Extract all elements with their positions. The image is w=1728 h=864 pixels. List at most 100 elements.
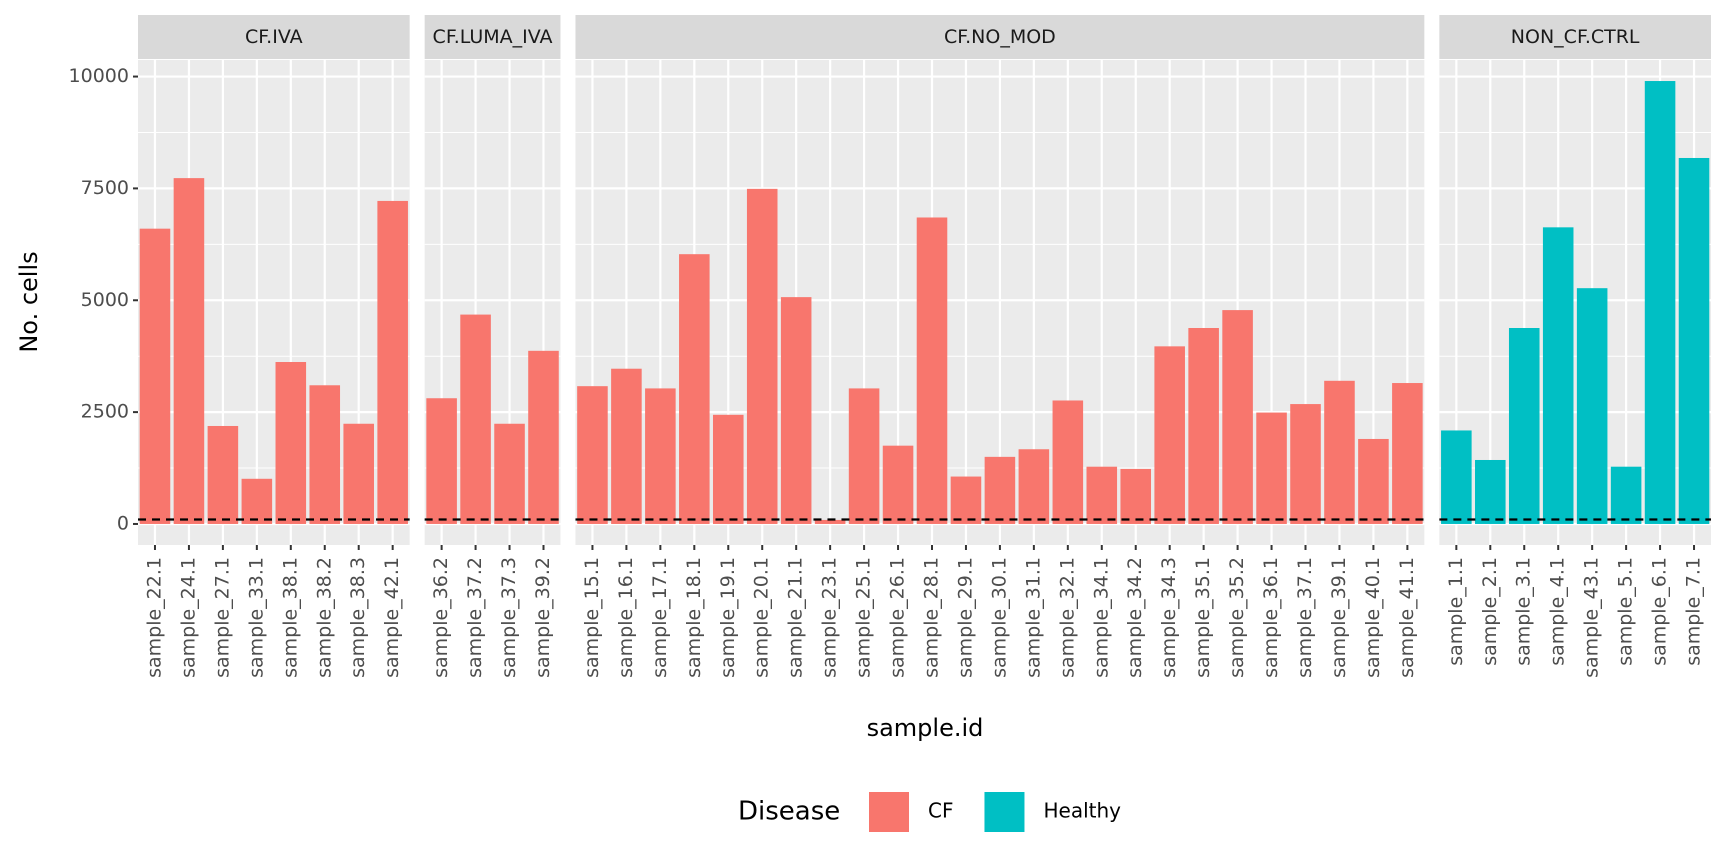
y-tick-label: 7500: [81, 177, 129, 199]
x-tick-label: sample_37.1: [1294, 557, 1316, 678]
bar: [1644, 81, 1676, 524]
x-tick-label: sample_43.1: [1581, 557, 1603, 678]
x-tick-label: sample_39.2: [532, 557, 554, 678]
strip-background: [575, 15, 1425, 59]
bar: [645, 388, 676, 524]
x-tick-label: sample_27.1: [211, 557, 233, 678]
bar: [275, 362, 307, 524]
x-tick-label: sample_28.1: [921, 557, 943, 678]
bar: [207, 425, 239, 524]
legend-title: Disease: [738, 797, 840, 827]
bar: [1576, 288, 1608, 524]
bar: [1441, 430, 1472, 524]
bar: [1678, 157, 1710, 524]
bar: [460, 314, 491, 524]
x-tick-label: sample_15.1: [581, 557, 603, 678]
bar: [712, 414, 744, 524]
x-tick-label: sample_17.1: [649, 557, 671, 678]
bar: [1120, 468, 1152, 524]
x-tick-label: sample_7.1: [1683, 557, 1705, 666]
legend-label: Healthy: [1043, 799, 1121, 823]
bar: [139, 228, 171, 524]
x-tick-label: sample_38.3: [347, 557, 369, 678]
x-tick-label: sample_2.1: [1479, 557, 1501, 666]
bar: [1256, 412, 1287, 524]
bar: [1086, 466, 1118, 524]
bar: [377, 200, 408, 524]
bar: [1052, 400, 1084, 524]
bar: [950, 476, 982, 524]
x-tick-label: sample_24.1: [177, 557, 199, 678]
x-tick-label: sample_31.1: [1022, 557, 1044, 678]
bar: [343, 423, 374, 524]
bar: [1358, 438, 1389, 524]
y-axis-title: No. cells: [15, 251, 43, 352]
bar: [1154, 346, 1185, 524]
bar: [1392, 383, 1423, 524]
x-tick-label: sample_36.2: [430, 557, 452, 678]
bar: [1508, 328, 1540, 524]
bar: [241, 478, 273, 524]
legend-key: [982, 790, 1027, 834]
x-tick-label: sample_18.1: [683, 557, 705, 678]
x-tick-label: sample_5.1: [1615, 557, 1637, 666]
bar: [984, 456, 1016, 524]
bar: [1475, 459, 1506, 524]
x-axis-title: sample.id: [867, 714, 984, 742]
x-tick-label: sample_29.1: [954, 557, 976, 678]
x-tick-label: sample_26.1: [887, 557, 909, 678]
x-tick-label: sample_1.1: [1445, 557, 1467, 666]
x-tick-label: sample_33.1: [245, 557, 267, 678]
bar: [882, 445, 914, 524]
bar: [1188, 328, 1219, 524]
x-tick-label: sample_34.1: [1090, 557, 1112, 678]
strip-background: [1439, 15, 1711, 59]
strip-background: [424, 15, 561, 59]
x-tick-label: sample_3.1: [1513, 557, 1535, 666]
x-tick-label: sample_36.1: [1260, 557, 1282, 678]
bar: [494, 423, 525, 524]
bar: [528, 350, 559, 524]
bar: [173, 178, 205, 524]
x-tick-label: sample_37.2: [464, 557, 486, 678]
x-tick-label: sample_37.3: [498, 557, 520, 678]
bar: [814, 519, 846, 524]
bar: [746, 188, 778, 524]
x-tick-label: sample_34.3: [1158, 557, 1180, 678]
x-tick-label: sample_41.1: [1396, 557, 1418, 678]
y-tick-label: 5000: [81, 289, 129, 311]
x-tick-label: sample_16.1: [615, 557, 637, 678]
bar: [916, 217, 948, 524]
bar: [679, 254, 710, 524]
y-tick-label: 0: [117, 512, 129, 534]
x-tick-label: sample_42.1: [381, 557, 403, 678]
bar: [426, 398, 457, 524]
bar: [1324, 380, 1355, 524]
bar: [309, 385, 341, 524]
strip-label: NON_CF.CTRL: [1511, 26, 1640, 48]
x-tick-label: sample_34.2: [1124, 557, 1146, 678]
strip-label: CF.LUMA_IVA: [433, 26, 553, 48]
x-tick-label: sample_22.1: [143, 557, 165, 678]
x-tick-label: sample_39.1: [1328, 557, 1350, 678]
x-tick-label: sample_23.1: [819, 557, 841, 678]
strip-background: [138, 15, 410, 59]
x-tick-label: sample_40.1: [1362, 557, 1384, 678]
x-tick-label: sample_38.2: [313, 557, 335, 678]
legend-key: [867, 790, 911, 834]
x-tick-label: sample_21.1: [785, 557, 807, 678]
y-tick-label: 10000: [69, 65, 129, 87]
x-tick-label: sample_35.1: [1192, 557, 1214, 678]
x-tick-label: sample_25.1: [853, 557, 875, 678]
x-tick-label: sample_30.1: [988, 557, 1010, 678]
x-tick-label: sample_6.1: [1649, 557, 1671, 666]
strip-label: CF.IVA: [245, 26, 303, 48]
x-tick-label: sample_35.2: [1226, 557, 1248, 678]
bar: [1018, 449, 1050, 524]
bar: [848, 388, 880, 524]
strip-label: CF.NO_MOD: [944, 26, 1056, 48]
bar: [1222, 310, 1253, 524]
legend-label: CF: [928, 799, 953, 823]
bar: [1610, 466, 1642, 524]
